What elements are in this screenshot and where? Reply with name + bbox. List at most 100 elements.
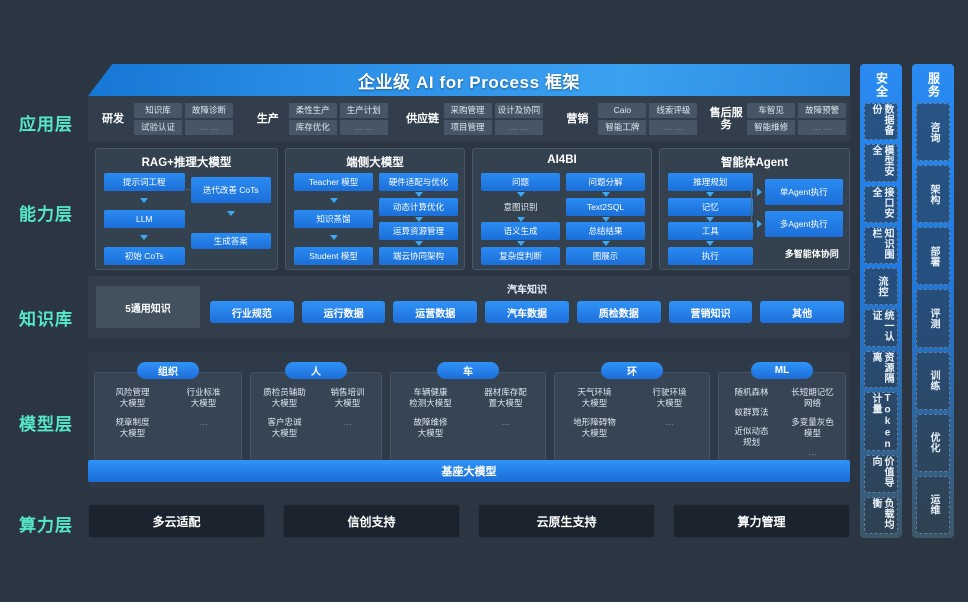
model-item[interactable]: … bbox=[784, 447, 841, 458]
knowledge-pill[interactable]: 运行数据 bbox=[302, 301, 386, 323]
compute-button[interactable]: 信创支持 bbox=[283, 504, 460, 538]
capability-box[interactable]: 端侧大模型 Teacher 模型 知识蒸馏 Student 模型 硬件适配与优化 动态计算… bbox=[285, 148, 465, 270]
compute-button[interactable]: 云原生支持 bbox=[478, 504, 655, 538]
capability-item[interactable]: 推理规划 bbox=[668, 173, 753, 191]
model-item[interactable]: 近似动态 规划 bbox=[723, 426, 780, 447]
service-column-item[interactable]: 部署 bbox=[916, 227, 950, 285]
model-item[interactable]: 器材库存配 置大模型 bbox=[470, 387, 541, 408]
capability-item[interactable]: 图展示 bbox=[566, 247, 645, 265]
model-item[interactable]: 随机森林 bbox=[723, 387, 780, 398]
model-item[interactable]: … bbox=[318, 417, 377, 428]
capability-item[interactable]: 工具 bbox=[668, 222, 753, 240]
application-group[interactable]: 生产 柔性生产 库存优化 生产计划… … bbox=[243, 100, 398, 138]
application-tile[interactable]: 试验认证 bbox=[134, 120, 182, 135]
compute-button[interactable]: 算力管理 bbox=[673, 504, 850, 538]
model-item[interactable]: 销售培训 大模型 bbox=[318, 387, 377, 408]
security-column-item[interactable]: 统一认证 bbox=[864, 309, 898, 346]
model-group[interactable]: 人质检员辅助 大模型 客户忠诚 大模型 销售培训 大模型… bbox=[250, 372, 382, 462]
capability-item[interactable]: Student 模型 bbox=[294, 247, 373, 265]
application-group[interactable]: 售后服务 车智见 智能维修 故障预警… … bbox=[701, 100, 850, 138]
compute-button[interactable]: 多云适配 bbox=[88, 504, 265, 538]
application-group[interactable]: 研发 知识库 试验认证 故障诊断… … bbox=[88, 100, 243, 138]
capability-item[interactable]: 提示词工程 bbox=[104, 173, 185, 191]
application-tile[interactable]: … … bbox=[649, 120, 697, 135]
capability-item[interactable]: 意图识别 bbox=[481, 198, 560, 216]
security-column-item[interactable]: Token计量 bbox=[864, 392, 898, 452]
capability-item[interactable]: 动态计算优化 bbox=[379, 198, 458, 216]
model-item[interactable]: 车辆健康 检测大模型 bbox=[395, 387, 466, 408]
model-item[interactable]: … bbox=[470, 417, 541, 428]
knowledge-pill[interactable]: 营销知识 bbox=[669, 301, 753, 323]
knowledge-pill[interactable]: 质检数据 bbox=[577, 301, 661, 323]
application-tile[interactable]: 采购管理 bbox=[444, 103, 492, 118]
knowledge-pill[interactable]: 行业规范 bbox=[210, 301, 294, 323]
model-item[interactable]: 天气环境 大模型 bbox=[559, 387, 630, 408]
service-column-item[interactable]: 优化 bbox=[916, 414, 950, 472]
application-tile[interactable]: 生产计划 bbox=[340, 103, 388, 118]
capability-box[interactable]: RAG+推理大模型 提示词工程 LLM 初始 CoTs 迭代改善 CoTs 生成答案 bbox=[95, 148, 278, 270]
capability-item[interactable]: 记忆 bbox=[668, 198, 753, 216]
capability-item[interactable]: 硬件适配与优化 bbox=[379, 173, 458, 191]
security-column-item[interactable]: 流控 bbox=[864, 268, 898, 305]
capability-item[interactable]: 语义生成 bbox=[481, 222, 560, 240]
application-tile[interactable]: 知识库 bbox=[134, 103, 182, 118]
capability-box[interactable]: 智能体Agent 推理规划 记忆 工具 执行 单Agent执行 多Agent执行 多智能体协同 bbox=[659, 148, 850, 270]
capability-item[interactable]: 初始 CoTs bbox=[104, 247, 185, 265]
model-group[interactable]: 车车辆健康 检测大模型 故障维修 大模型 器材库存配 置大模型… bbox=[390, 372, 546, 462]
capability-item[interactable]: 生成答案 bbox=[191, 233, 272, 249]
model-item[interactable]: 客户忠诚 大模型 bbox=[255, 417, 314, 438]
model-item[interactable]: … bbox=[170, 417, 237, 428]
capability-item[interactable]: 运算资源管理 bbox=[379, 222, 458, 240]
application-tile[interactable]: … … bbox=[185, 120, 233, 135]
knowledge-pill[interactable]: 汽车数据 bbox=[485, 301, 569, 323]
model-item[interactable]: 故障维修 大模型 bbox=[395, 417, 466, 438]
knowledge-pill[interactable]: 运营数据 bbox=[393, 301, 477, 323]
service-column-item[interactable]: 咨询 bbox=[916, 103, 950, 161]
application-tile[interactable]: 设计及协同 bbox=[495, 103, 544, 118]
application-tile[interactable]: … … bbox=[495, 120, 544, 135]
model-item[interactable]: … bbox=[634, 417, 705, 428]
application-tile[interactable]: 车智见 bbox=[747, 103, 795, 118]
application-tile[interactable]: Caio bbox=[598, 103, 646, 118]
application-tile[interactable]: 柔性生产 bbox=[289, 103, 337, 118]
capability-item[interactable]: 单Agent执行 bbox=[765, 179, 844, 205]
application-tile[interactable]: 故障诊断 bbox=[185, 103, 233, 118]
application-tile[interactable]: … … bbox=[798, 120, 846, 135]
application-group[interactable]: 供应链 采购管理 项目管理 设计及协同… … bbox=[398, 100, 553, 138]
application-tile[interactable]: … … bbox=[340, 120, 388, 135]
model-item[interactable]: 地形障碍物 大模型 bbox=[559, 417, 630, 438]
security-column-item[interactable]: 模型安全 bbox=[864, 144, 898, 181]
application-tile[interactable]: 库存优化 bbox=[289, 120, 337, 135]
capability-item[interactable]: 总结结果 bbox=[566, 222, 645, 240]
capability-box[interactable]: AI4BI 问题 意图识别 语义生成 复杂度判断 问题分解 Text2SQL 总结结果 图展示 bbox=[472, 148, 652, 270]
capability-item[interactable]: 复杂度判断 bbox=[481, 247, 560, 265]
capability-item[interactable]: 迭代改善 CoTs bbox=[191, 177, 272, 203]
model-group[interactable]: 环天气环境 大模型 地形障碍物 大模型 行驶环境 大模型… bbox=[554, 372, 710, 462]
model-item[interactable]: 规章制度 大模型 bbox=[99, 417, 166, 438]
capability-item[interactable]: Teacher 模型 bbox=[294, 173, 373, 191]
application-group[interactable]: 营销 Caio 智能工牌 线索评级… … bbox=[552, 100, 701, 138]
model-group[interactable]: 组织 风险管理 大模型 规章制度 大模型 行业标准 大模型… bbox=[94, 372, 242, 462]
security-column-item[interactable]: 负载均衡 bbox=[864, 497, 898, 534]
security-column-item[interactable]: 数据备份 bbox=[864, 103, 898, 140]
model-item[interactable]: 多变量灰色 模型 bbox=[784, 417, 841, 438]
service-column-item[interactable]: 架构 bbox=[916, 165, 950, 223]
capability-item[interactable]: 执行 bbox=[668, 247, 753, 265]
capability-item[interactable]: 问题 bbox=[481, 173, 560, 191]
knowledge-pill[interactable]: 其他 bbox=[760, 301, 844, 323]
capability-item[interactable]: 问题分解 bbox=[566, 173, 645, 191]
capability-item[interactable]: 多Agent执行 bbox=[765, 211, 844, 237]
application-tile[interactable]: 智能工牌 bbox=[598, 120, 646, 135]
security-column-item[interactable]: 价值导向 bbox=[864, 455, 898, 492]
capability-item[interactable]: Text2SQL bbox=[566, 198, 645, 216]
security-column-item[interactable]: 知识围栏 bbox=[864, 227, 898, 264]
model-item[interactable]: 行驶环境 大模型 bbox=[634, 387, 705, 408]
service-column-item[interactable]: 评测 bbox=[916, 289, 950, 347]
model-item[interactable]: 风险管理 大模型 bbox=[99, 387, 166, 408]
capability-item[interactable]: 知识蒸馏 bbox=[294, 210, 373, 228]
service-column-item[interactable]: 运维 bbox=[916, 476, 950, 534]
application-tile[interactable]: 故障预警 bbox=[798, 103, 846, 118]
service-column-item[interactable]: 训练 bbox=[916, 352, 950, 410]
model-item[interactable]: 蚁群算法 bbox=[723, 407, 780, 418]
capability-item[interactable]: LLM bbox=[104, 210, 185, 228]
